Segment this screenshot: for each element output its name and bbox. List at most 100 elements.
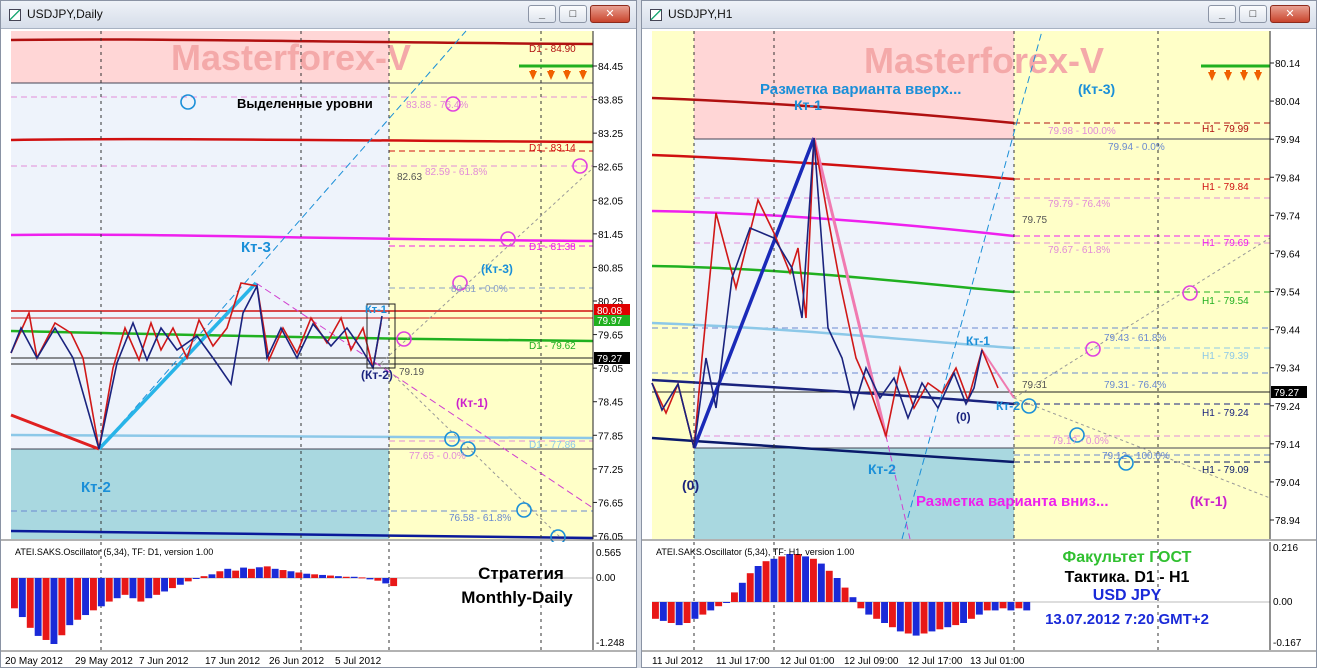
window-title: USDJPY,H1 [668, 7, 733, 21]
x-tick-label: 11 Jul 2012 [652, 656, 703, 667]
y-axis-ticks: 80.14 80.04 79.94 79.84 79.74 79.64 79.54 79.44… [1270, 59, 1300, 527]
oscillator-bar [825, 570, 833, 602]
close-button[interactable]: ✕ [1270, 5, 1310, 23]
level-label: H1 - 79.39 [1202, 351, 1249, 362]
marker-circle [1069, 427, 1085, 443]
osc-tick: 0.216 [1273, 543, 1298, 554]
oscillator-bar [738, 582, 746, 602]
oscillator-bar [659, 602, 667, 621]
oscillator-bar [169, 578, 176, 589]
oscillator-bar [754, 566, 762, 602]
oscillator-bar [652, 602, 659, 619]
x-axis-ticks: 20 May 2012 29 May 2012 7 Jun 2012 17 Jun 2… [5, 656, 382, 667]
price-series-red [10, 282, 382, 450]
oscillator-bar [675, 602, 683, 626]
x-tick-label: 12 Jul 17:00 [908, 656, 963, 667]
y-axis-ticks: 84.45 83.85 83.25 82.65 82.05 81.45 80.85 80.25… [593, 62, 623, 543]
daily-chart[interactable]: Masterforex-V [1, 28, 636, 667]
y-tick-label: 79.14 [1275, 440, 1300, 451]
wave-label: Кт-2 [81, 479, 111, 496]
oscillator-bar [358, 577, 366, 579]
marker-circle [500, 231, 516, 247]
osc-tick: 0.00 [1273, 597, 1293, 608]
level-label: D1 - 77.86 [529, 440, 576, 451]
close-icon: ✕ [1285, 8, 1295, 20]
chart-window-daily[interactable]: USDJPY,Daily _ □ ✕ Masterforex-V [0, 0, 637, 668]
level-label: D1 - 84.90 [529, 44, 576, 55]
oscillator-bar [920, 602, 928, 634]
oscillator-bar [715, 602, 723, 607]
oscillator-bar [968, 602, 975, 619]
x-tick-label: 13 Jul 01:00 [970, 656, 1025, 667]
marker-circle [1182, 285, 1198, 301]
y-tick-label: 80.14 [1275, 59, 1300, 70]
chart-window-h1[interactable]: USDJPY,H1 _ □ ✕ Masterforex-V [641, 0, 1317, 668]
oscillator-bar [208, 574, 216, 578]
close-button[interactable]: ✕ [590, 5, 630, 23]
oscillator-bar [113, 578, 121, 599]
oscillator-bar [105, 578, 113, 602]
y-tick-label: 79.64 [1275, 249, 1300, 260]
oscillator-bar [889, 602, 896, 628]
oscillator-bar [176, 578, 184, 585]
wave-label: Кт-1 [365, 304, 387, 316]
price-badge-2 [594, 315, 630, 326]
minimize-button[interactable]: _ [528, 5, 556, 23]
oscillator-bar [184, 578, 192, 582]
oscillator-bar [366, 578, 374, 580]
oscillator-bar [90, 578, 97, 611]
swing-line-red [10, 413, 100, 451]
annotation-text: Выделенные уровни [237, 96, 373, 111]
window-titlebar[interactable]: USDJPY,H1 _ □ ✕ [642, 1, 1316, 29]
level-line-79-09 [651, 436, 1015, 464]
oscillator-bar [896, 602, 904, 632]
oscillator-bar [944, 602, 952, 628]
maximize-icon: □ [569, 8, 577, 20]
oscillator-bar [1023, 602, 1031, 611]
level-label: 82.63 [397, 172, 422, 183]
osc-tick: 0.565 [596, 548, 621, 559]
oscillator-bar [683, 602, 691, 623]
fibo-label: 80.61 - 0.0% [451, 284, 508, 295]
osc-tick: 0.00 [596, 573, 616, 584]
x-tick-label: 12 Jul 09:00 [844, 656, 899, 667]
maximize-button[interactable]: □ [559, 5, 587, 23]
current-price-text: 79.27 [1274, 388, 1299, 399]
oscillator-bar [786, 554, 794, 602]
level-label: 79.31 [1022, 380, 1047, 391]
fibo-guide [380, 167, 594, 364]
minimize-button[interactable]: _ [1208, 5, 1236, 23]
oscillator-bar [841, 587, 849, 602]
level-label: H1 - 79.69 [1202, 238, 1249, 249]
y-tick-label: 80.04 [1275, 97, 1300, 108]
level-label: D1 - 83.14 [529, 143, 576, 154]
maximize-button[interactable]: □ [1239, 5, 1267, 23]
oscillator-bar [928, 602, 936, 632]
oscillator-bar [82, 578, 89, 616]
oscillator-bar [912, 602, 920, 636]
trend-line-up [98, 30, 467, 450]
fibo-label: 77.65 - 0.0% [409, 451, 466, 462]
oscillator-bar [802, 556, 809, 602]
h1-chart[interactable]: Masterforex-V [642, 28, 1316, 667]
wave-label: (Кт-1) [1190, 493, 1227, 509]
fibo-guide [1013, 237, 1271, 399]
close-icon: ✕ [605, 8, 615, 20]
y-tick-label: 82.05 [598, 196, 623, 207]
oscillator-bar [50, 578, 58, 644]
oscillator-bar [778, 556, 786, 602]
window-titlebar[interactable]: USDJPY,Daily _ □ ✕ [1, 1, 636, 29]
y-tick-label: 84.45 [598, 62, 623, 73]
oscillator-bar [232, 570, 240, 578]
oscillator-bar [161, 578, 168, 592]
level-line-83-14 [10, 137, 594, 144]
oscillator-bar [881, 602, 888, 623]
oscillator-bar [129, 578, 137, 599]
oscillator-bar [18, 578, 26, 618]
y-tick-label: 79.04 [1275, 478, 1300, 489]
level-label: H1 - 79.54 [1202, 296, 1249, 307]
oscillator-bar [1015, 602, 1023, 609]
fibo-label: 79.94 - 0.0% [1108, 142, 1165, 153]
fibo-label: 76.58 - 61.8% [449, 513, 511, 524]
fibo-label: 79.43 - 61.8% [1104, 333, 1166, 344]
